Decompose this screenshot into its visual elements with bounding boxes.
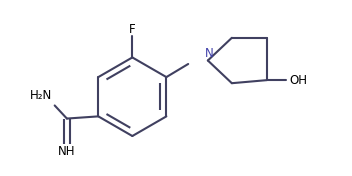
Text: N: N bbox=[205, 47, 214, 60]
Text: NH: NH bbox=[58, 145, 76, 158]
Text: F: F bbox=[129, 23, 136, 36]
Text: OH: OH bbox=[289, 74, 307, 87]
Text: H₂N: H₂N bbox=[30, 89, 52, 102]
